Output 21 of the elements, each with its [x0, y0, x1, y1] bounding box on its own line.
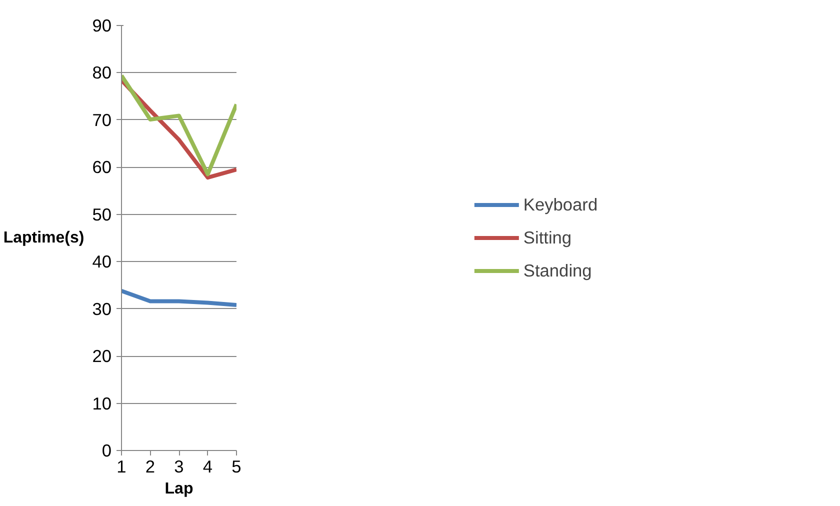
y-tick-label: 90 [92, 16, 112, 36]
legend-label: Standing [523, 260, 592, 281]
x-tick-label: 1 [116, 456, 126, 476]
x-tick-label: 2 [145, 456, 156, 476]
y-tick-label: 0 [102, 440, 112, 460]
x-tick-label: 4 [202, 456, 213, 476]
y-tick-label: 20 [92, 346, 112, 366]
legend-label: Sitting [523, 227, 572, 248]
y-tick-label: 30 [92, 298, 112, 319]
y-tick-label: 50 [92, 204, 112, 224]
x-axis-title: Lap [164, 480, 194, 498]
legend-label: Keyboard [523, 194, 598, 215]
x-tick-label: 3 [174, 456, 184, 476]
y-tick-label: 80 [92, 62, 112, 83]
y-tick-label: 60 [92, 157, 112, 178]
y-tick-label: 70 [92, 110, 112, 130]
x-tick-label: 5 [232, 456, 242, 476]
y-tick-label: 40 [92, 252, 112, 272]
line-series [122, 288, 236, 308]
y-tick-label: 10 [92, 393, 112, 414]
y-axis-title: Laptime(s) [3, 230, 84, 246]
